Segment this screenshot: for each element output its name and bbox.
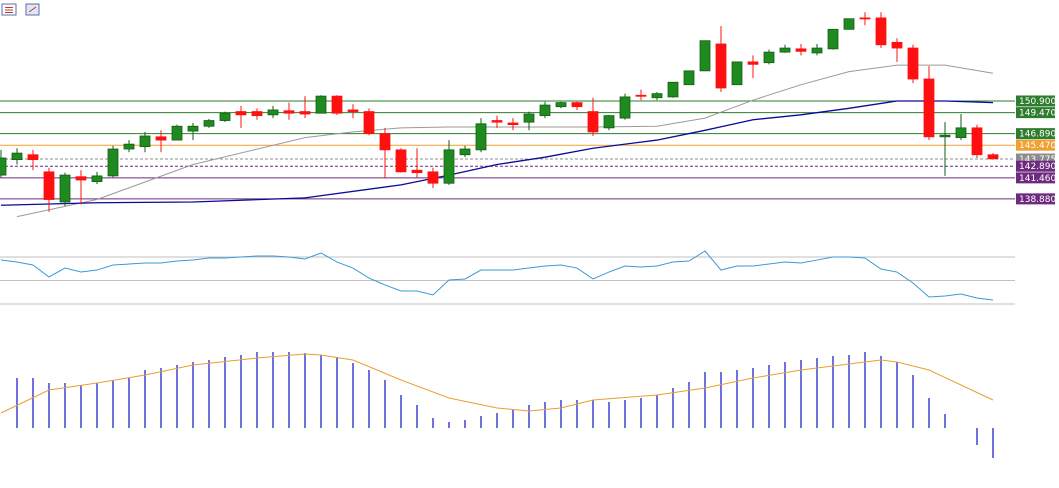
candle-body (75, 176, 87, 181)
candle-body (555, 102, 567, 108)
level-label: 143.775 (1019, 155, 1056, 165)
candle-body (651, 93, 663, 99)
level-label-bg (1016, 95, 1055, 107)
moving-average (0, 100, 994, 206)
candle-body (123, 143, 135, 150)
candle-body (619, 96, 631, 119)
candle-body (171, 125, 183, 141)
candle-body (795, 48, 807, 52)
candle-body (779, 47, 791, 53)
level-label: 142.890 (1019, 162, 1056, 172)
candle-body (0, 157, 7, 176)
candle-body (43, 171, 55, 200)
candle-body (843, 18, 855, 30)
candle-body (539, 104, 551, 117)
candle-body (715, 43, 727, 89)
candle-body (235, 111, 247, 116)
candle-body (267, 109, 279, 116)
candle-body (955, 127, 967, 139)
candle-body (491, 120, 503, 123)
candle-body (219, 112, 231, 121)
candle-body (27, 154, 39, 161)
candle-body (667, 81, 679, 98)
candle-body (315, 95, 327, 114)
candle-body (475, 123, 487, 151)
level-label: 146.890 (1019, 130, 1056, 140)
level-label: 145.470 (1019, 141, 1056, 151)
candle-body (699, 40, 711, 72)
level-label-bg (1016, 153, 1055, 165)
toolbar-icons (1, 3, 40, 16)
candle-body (363, 111, 375, 134)
candle-body (939, 134, 951, 138)
candle-body (907, 47, 919, 80)
candle-body (299, 111, 311, 115)
candle-body (379, 133, 391, 151)
candle-body (283, 110, 295, 114)
candle-body (859, 17, 871, 20)
candle-body (507, 122, 519, 126)
candle-body (203, 120, 215, 127)
level-label: 141.460 (1019, 174, 1056, 184)
candle-body (11, 152, 23, 161)
candle-body (59, 174, 71, 203)
level-label: 138.880 (1019, 195, 1056, 205)
candle-body (635, 94, 647, 97)
oscillator-line (0, 250, 994, 301)
candle-body (395, 149, 407, 173)
level-label-bg (1016, 107, 1055, 119)
candle-body (107, 148, 119, 177)
candle-body (523, 113, 535, 123)
level-label-bg (1016, 160, 1055, 172)
candle-body (347, 109, 359, 112)
candle-body (683, 70, 695, 86)
candle-body (571, 102, 583, 108)
moving-average (16, 64, 994, 218)
candle-body (747, 61, 759, 65)
candle-body (427, 171, 439, 184)
level-label: 149.470 (1019, 109, 1056, 119)
candle-body (411, 169, 423, 174)
candle-body (763, 51, 775, 64)
candle-body (187, 125, 199, 132)
level-label: 150.900 (1019, 97, 1056, 107)
level-label-bg (1016, 139, 1055, 151)
candle-body (251, 111, 263, 117)
candle-body (587, 111, 599, 133)
candle-body (443, 149, 455, 184)
signal-line (0, 353, 994, 414)
candle-body (971, 127, 983, 156)
candle-body (139, 135, 151, 147)
candle-body (987, 154, 999, 160)
candle-body (827, 28, 839, 50)
candle-body (155, 136, 167, 141)
candle-body (603, 115, 615, 129)
level-label-bg (1016, 128, 1055, 140)
level-label-bg (1016, 193, 1055, 205)
candle-body (891, 41, 903, 49)
candle-body (811, 47, 823, 54)
candle-body (731, 61, 743, 86)
candle-body (91, 175, 103, 183)
icon-line (28, 6, 37, 13)
candle-body (331, 95, 343, 114)
candle-body (923, 78, 935, 138)
level-label-bg (1016, 172, 1055, 184)
candle-body (459, 148, 471, 156)
candle-body (875, 17, 887, 46)
